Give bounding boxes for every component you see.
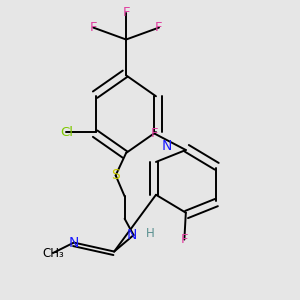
Text: N: N (161, 139, 172, 152)
Text: CH₃: CH₃ (42, 247, 64, 260)
Text: F: F (89, 21, 97, 34)
Text: N: N (127, 228, 137, 242)
Text: F: F (151, 127, 158, 140)
Text: Cl: Cl (60, 126, 73, 139)
Text: S: S (111, 168, 120, 182)
Text: N: N (69, 236, 79, 250)
Text: H: H (146, 227, 154, 240)
Text: F: F (155, 21, 163, 34)
Text: F: F (122, 6, 130, 19)
Text: F: F (181, 233, 188, 246)
